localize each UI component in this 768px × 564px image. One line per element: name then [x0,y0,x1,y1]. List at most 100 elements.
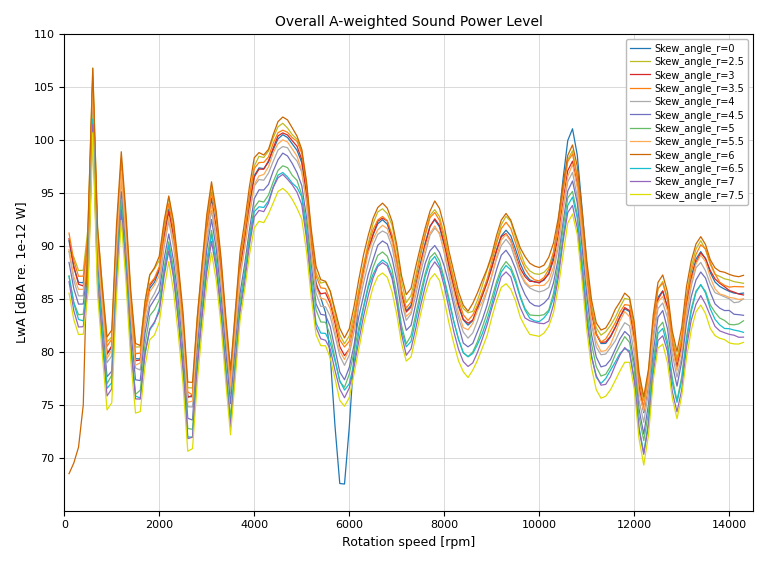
Line: Skew_angle_r=3.5: Skew_angle_r=3.5 [69,77,743,407]
Skew_angle_r=5 [345,371,354,377]
Line: Skew_angle_r=6: Skew_angle_r=6 [69,68,743,474]
Skew_angle_r=4 [88,91,98,98]
Skew_angle_r=7.5 [93,290,102,297]
Skew_angle_r=6 [93,223,102,230]
Skew_angle_r=5 [65,272,74,279]
Skew_angle_r=7.5 [739,339,748,346]
Skew_angle_r=0 [349,351,359,358]
Skew_angle_r=6.5 [297,193,306,200]
Skew_angle_r=5.5 [65,246,74,253]
Skew_angle_r=3 [126,307,135,314]
Line: Skew_angle_r=2.5: Skew_angle_r=2.5 [69,68,743,400]
Skew_angle_r=5.5 [639,408,648,415]
Skew_angle_r=3 [245,203,254,210]
Skew_angle_r=5.5 [245,208,254,215]
Skew_angle_r=0 [297,160,306,166]
Skew_angle_r=5 [126,338,135,345]
Skew_angle_r=3.5 [65,230,74,236]
Line: Skew_angle_r=6.5: Skew_angle_r=6.5 [69,119,743,453]
Skew_angle_r=6.5 [88,116,98,122]
Skew_angle_r=2.5 [639,397,648,404]
Line: Skew_angle_r=3: Skew_angle_r=3 [69,82,743,411]
Skew_angle_r=3.5 [639,404,648,411]
Legend: Skew_angle_r=0, Skew_angle_r=2.5, Skew_angle_r=3, Skew_angle_r=3.5, Skew_angle_r: Skew_angle_r=0, Skew_angle_r=2.5, Skew_a… [626,39,748,205]
Skew_angle_r=4.5 [297,182,306,189]
Skew_angle_r=3 [93,238,102,245]
Skew_angle_r=4.5 [369,257,378,263]
Skew_angle_r=4 [126,316,135,323]
Skew_angle_r=4 [245,210,254,217]
Skew_angle_r=3 [739,292,748,298]
Skew_angle_r=7 [345,385,354,391]
Skew_angle_r=0 [245,201,254,208]
Skew_angle_r=7 [739,334,748,341]
Skew_angle_r=3 [65,235,74,242]
Skew_angle_r=4 [345,351,354,358]
Skew_angle_r=4 [739,296,748,302]
Skew_angle_r=7.5 [65,290,74,297]
Skew_angle_r=3 [639,408,648,415]
Skew_angle_r=7.5 [297,215,306,222]
Skew_angle_r=3 [88,78,98,85]
Line: Skew_angle_r=7.5: Skew_angle_r=7.5 [69,133,743,465]
Skew_angle_r=2.5 [369,221,378,227]
Skew_angle_r=6.5 [369,271,378,278]
Skew_angle_r=6.5 [739,329,748,336]
Skew_angle_r=6 [739,272,748,279]
Skew_angle_r=2.5 [93,225,102,232]
Skew_angle_r=7.5 [345,394,354,401]
Skew_angle_r=4 [93,249,102,256]
Skew_angle_r=6 [126,287,135,294]
Skew_angle_r=6 [88,65,98,72]
Skew_angle_r=3 [297,156,306,163]
Skew_angle_r=6.5 [345,381,354,387]
Skew_angle_r=0 [373,221,382,227]
Skew_angle_r=7 [65,278,74,285]
Skew_angle_r=4.5 [345,364,354,371]
Skew_angle_r=5.5 [369,236,378,243]
Skew_angle_r=6 [297,146,306,153]
Skew_angle_r=7.5 [245,251,254,258]
Skew_angle_r=3.5 [245,193,254,200]
Skew_angle_r=4 [297,169,306,175]
Skew_angle_r=3.5 [126,299,135,306]
Skew_angle_r=0 [340,481,349,487]
Skew_angle_r=2.5 [297,148,306,155]
Skew_angle_r=4.5 [65,259,74,266]
Skew_angle_r=7 [369,275,378,281]
Skew_angle_r=7 [245,241,254,248]
Skew_angle_r=5 [639,437,648,444]
Skew_angle_r=7 [639,451,648,458]
Skew_angle_r=5 [739,318,748,324]
Skew_angle_r=3.5 [369,226,378,233]
Skew_angle_r=2.5 [65,248,74,255]
Skew_angle_r=3.5 [739,284,748,290]
Skew_angle_r=0 [88,78,98,85]
Skew_angle_r=2.5 [739,280,748,287]
Skew_angle_r=7 [93,281,102,288]
Skew_angle_r=5 [369,264,378,271]
Line: Skew_angle_r=7: Skew_angle_r=7 [69,125,743,455]
Skew_angle_r=2.5 [88,65,98,72]
Skew_angle_r=5 [93,271,102,277]
Skew_angle_r=5 [88,112,98,118]
Skew_angle_r=5.5 [297,167,306,174]
Skew_angle_r=6 [369,215,378,222]
Skew_angle_r=5.5 [739,296,748,302]
Skew_angle_r=3 [345,346,354,352]
Skew_angle_r=4.5 [88,100,98,107]
Line: Skew_angle_r=4.5: Skew_angle_r=4.5 [69,104,743,434]
Skew_angle_r=4 [639,419,648,426]
Title: Overall A-weighted Sound Power Level: Overall A-weighted Sound Power Level [275,15,542,29]
Skew_angle_r=2.5 [245,192,254,199]
Skew_angle_r=4 [369,242,378,249]
Skew_angle_r=3.5 [345,338,354,345]
Skew_angle_r=7.5 [126,357,135,364]
Skew_angle_r=3 [369,231,378,238]
Skew_angle_r=5 [297,191,306,198]
Skew_angle_r=5.5 [88,84,98,91]
Skew_angle_r=5 [245,232,254,239]
Skew_angle_r=7 [88,121,98,128]
Skew_angle_r=0 [126,303,135,310]
Skew_angle_r=2.5 [345,333,354,340]
